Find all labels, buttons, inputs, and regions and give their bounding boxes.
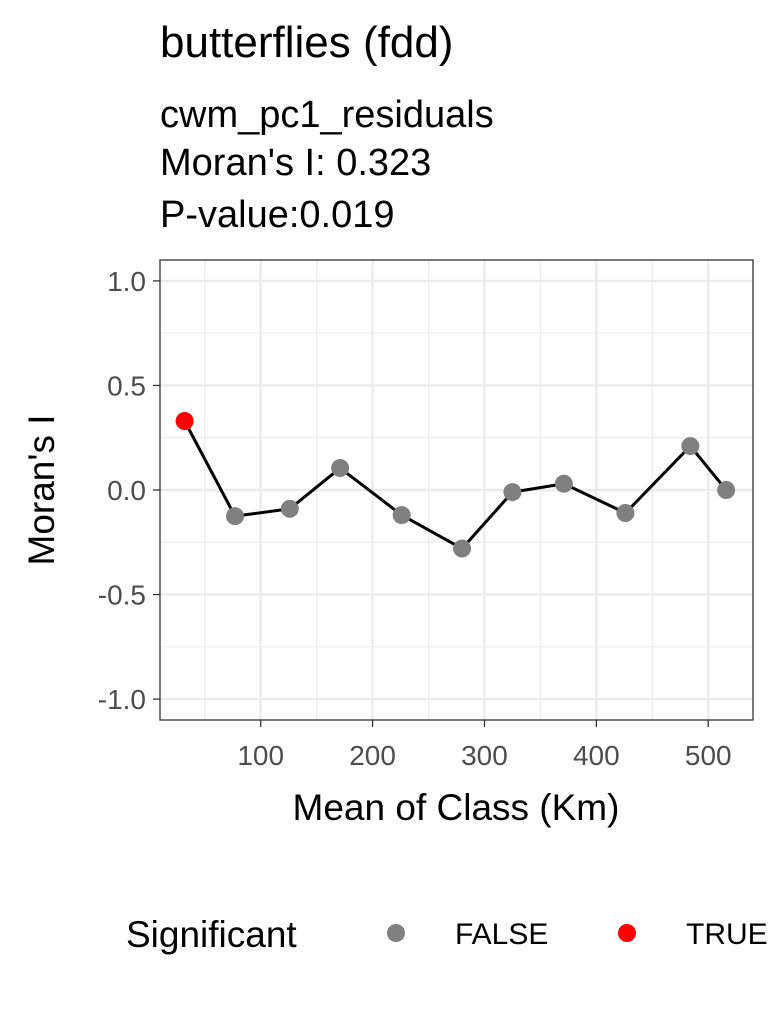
data-point	[616, 504, 635, 522]
data-point	[503, 483, 522, 502]
data-point	[280, 499, 299, 518]
legend: Significant FALSE TRUE	[126, 914, 768, 955]
chart-subtitle-variable: cwm_pc1_residuals	[160, 94, 494, 136]
y-axis: 1.0 0.5 0.0 -0.5 -1.0	[98, 266, 160, 715]
legend-title: Significant	[126, 914, 297, 955]
data-point	[554, 474, 573, 493]
data-point	[681, 437, 700, 456]
y-tick-label: -0.5	[98, 580, 146, 611]
data-point	[717, 481, 736, 499]
y-tick-label: 1.0	[107, 266, 146, 297]
legend-key-true	[618, 924, 636, 942]
chart-subtitle-morans-i: Moran's I: 0.323	[160, 142, 432, 184]
y-tick-label: -1.0	[98, 684, 146, 715]
chart-subtitle-p-value: P-value:0.019	[160, 194, 395, 236]
y-axis-title: Moran's I	[21, 415, 62, 566]
chart-title: butterflies (fdd)	[160, 18, 454, 67]
x-tick-label: 200	[349, 740, 396, 771]
data-point	[392, 506, 411, 525]
data-point	[225, 507, 244, 526]
data-point	[331, 459, 350, 478]
x-tick-label: 400	[573, 740, 620, 771]
legend-label-false: FALSE	[455, 918, 548, 951]
major-gridlines	[160, 260, 753, 720]
y-tick-label: 0.5	[107, 370, 146, 401]
legend-label-true: TRUE	[686, 918, 768, 951]
x-tick-label: 500	[685, 740, 732, 771]
data-point	[175, 412, 194, 430]
x-tick-label: 100	[237, 740, 284, 771]
y-tick-label: 0.0	[107, 475, 146, 506]
x-tick-label: 300	[461, 740, 508, 771]
series-line	[183, 420, 728, 551]
data-point	[453, 539, 472, 558]
x-axis: 100 200 300 400 500	[237, 720, 732, 771]
legend-key-false	[387, 924, 405, 942]
x-axis-title: Mean of Class (Km)	[293, 787, 620, 828]
